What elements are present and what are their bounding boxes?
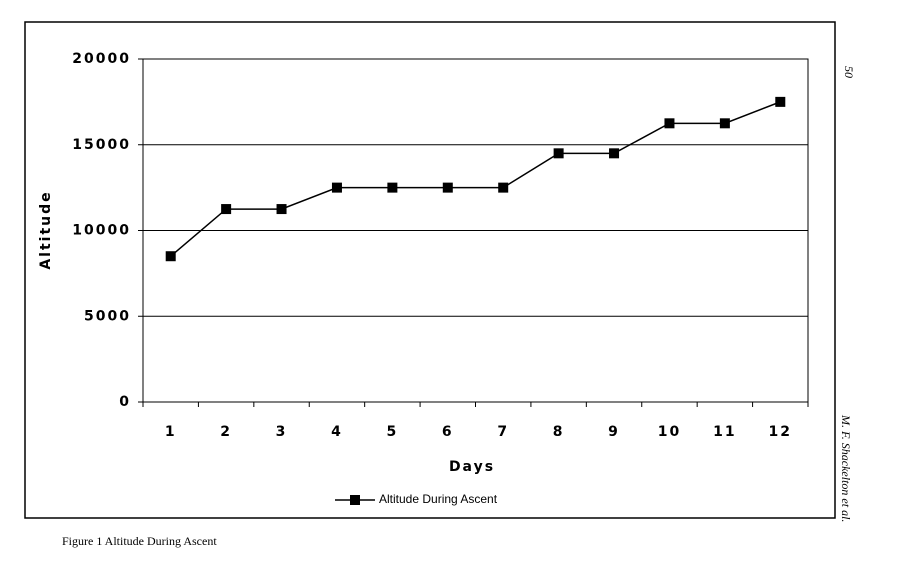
x-tick-label: 2 <box>220 424 232 440</box>
x-tick-label: 9 <box>608 424 620 440</box>
data-point <box>664 118 675 129</box>
data-point <box>775 96 786 107</box>
caption: Figure 1 Altitude During Ascent <box>62 534 217 548</box>
y-tick-label: 0 <box>119 394 131 410</box>
legend-label: Altitude During Ascent <box>379 492 498 506</box>
x-tick-label: 10 <box>658 424 681 440</box>
series-line <box>170 101 781 257</box>
x-tick-label: 8 <box>553 424 565 440</box>
data-point <box>387 182 398 193</box>
data-point <box>498 182 509 193</box>
y-tick-label: 5000 <box>84 308 131 324</box>
legend-marker <box>350 495 360 505</box>
y-tick-label: 10000 <box>72 223 131 239</box>
data-point <box>331 182 342 193</box>
running-author: M. F. Shackelton et al. <box>839 414 853 522</box>
data-point <box>165 251 176 262</box>
x-tick-label: 6 <box>442 424 454 440</box>
x-tick-label: 1 <box>165 424 177 440</box>
data-point <box>276 204 287 215</box>
y-tick-label: 15000 <box>72 137 131 153</box>
x-axis-label: Days <box>449 459 495 475</box>
page-number: 50 <box>842 66 856 78</box>
x-tick-label: 4 <box>331 424 343 440</box>
x-tick-label: 3 <box>276 424 288 440</box>
data-point <box>221 204 232 215</box>
x-tick-label: 7 <box>497 424 509 440</box>
x-tick-label: 11 <box>713 424 736 440</box>
y-tick-label: 20000 <box>72 51 131 67</box>
chart-frame <box>24 21 836 519</box>
data-point <box>609 148 620 159</box>
x-tick-label: 12 <box>769 424 792 440</box>
x-tick-label: 5 <box>387 424 399 440</box>
y-axis-label: Altitude <box>38 190 54 269</box>
data-point <box>442 182 453 193</box>
data-point <box>553 148 564 159</box>
data-point <box>719 118 730 129</box>
